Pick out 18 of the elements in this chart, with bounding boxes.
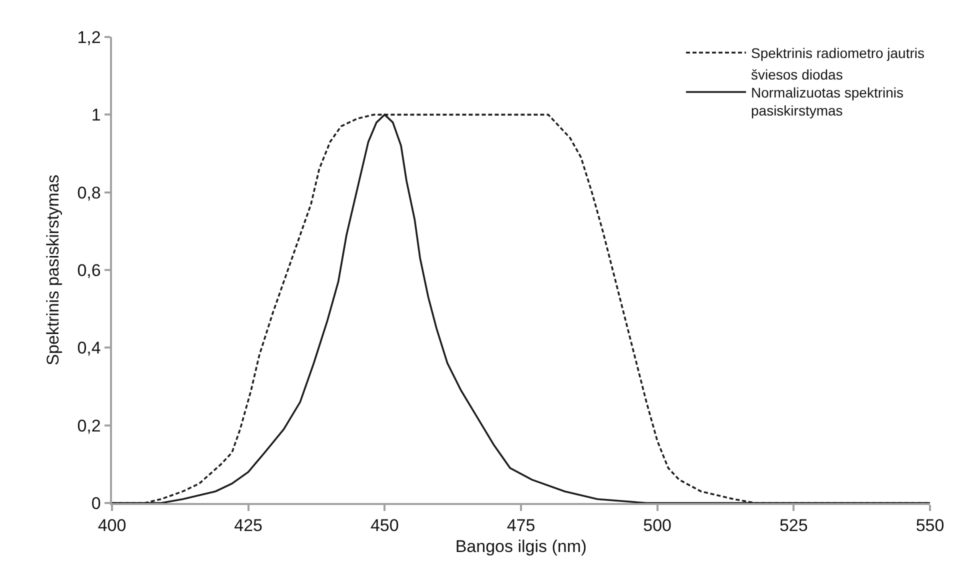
x-tick-label: 500: [643, 516, 672, 536]
y-axis-title: Spektrinis pasiskirstymas: [43, 174, 62, 366]
y-tick-label: 1: [91, 106, 101, 125]
y-tick-label: 0,6: [77, 260, 101, 280]
x-tick-label: 550: [916, 516, 944, 536]
x-tick-label: 475: [506, 516, 536, 536]
x-axis-title: Bangos ilgis (nm): [455, 537, 587, 556]
y-tick-label: 0: [91, 494, 101, 513]
legend-label: Spektrinis radiometro jautris: [751, 45, 925, 62]
y-tick-label: 0,2: [77, 416, 101, 436]
y-tick-label: 0,8: [77, 183, 101, 202]
y-tick-label: 0,4: [77, 338, 101, 358]
x-tick-label: 425: [234, 516, 263, 536]
x-tick-label: 450: [370, 516, 399, 536]
y-tick-label: 1,2: [77, 28, 101, 47]
legend-label: šviesos diodas Normalizuotas spektrinis pasiskirstymas: [751, 66, 904, 119]
x-tick-label: 525: [779, 516, 808, 536]
x-tick-label: 400: [98, 516, 126, 536]
